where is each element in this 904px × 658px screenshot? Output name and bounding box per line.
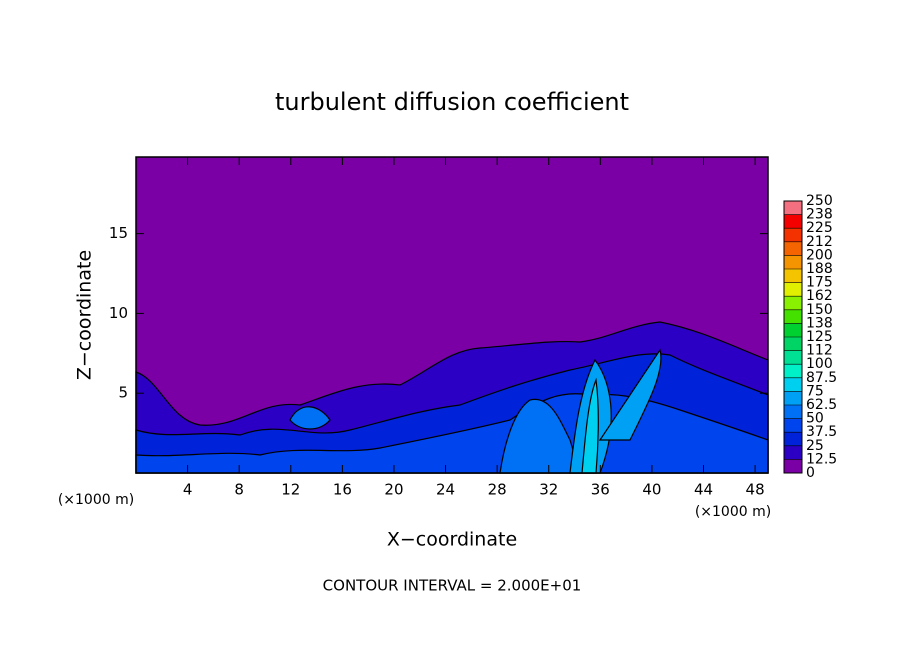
colorbar-swatch	[784, 364, 802, 378]
colorbar-swatch	[784, 432, 802, 446]
y-tick-label: 15	[109, 224, 128, 242]
colorbar-label: 62.5	[806, 397, 837, 413]
colorbar-swatch	[784, 391, 802, 405]
colorbar-label: 25	[806, 438, 824, 454]
x-tick-label: 20	[384, 481, 403, 499]
colorbar-label: 212	[806, 234, 833, 250]
x-tick-label: 12	[281, 481, 300, 499]
x-tick-label: 4	[183, 481, 193, 499]
x-unit-label: (×1000 m)	[58, 492, 134, 508]
colorbar-label: 50	[806, 411, 824, 427]
colorbar-label: 12.5	[806, 451, 837, 467]
field-region	[289, 406, 331, 430]
colorbar-label: 188	[806, 261, 833, 277]
colorbar-swatch	[784, 214, 802, 229]
colorbar-swatch	[784, 418, 802, 433]
x-tick-label: 16	[333, 481, 352, 499]
colorbar-label: 150	[806, 302, 833, 318]
x-unit-label: (×1000 m)	[695, 504, 771, 520]
colorbar-swatch	[784, 337, 802, 351]
footer-note: CONTOUR INTERVAL = 2.000E+01	[323, 577, 582, 595]
colorbar-swatch	[784, 282, 802, 297]
colorbar-swatch	[784, 459, 802, 473]
colorbar-swatch	[784, 350, 802, 365]
x-tick-label: 24	[436, 481, 455, 499]
colorbar-label: 0	[806, 465, 815, 481]
colorbar-swatch	[784, 255, 802, 269]
x-tick-label: 32	[539, 481, 558, 499]
colorbar-swatch	[784, 296, 802, 310]
y-tick-label: 10	[109, 304, 128, 322]
y-axis-label: Z−coordinate	[74, 250, 96, 380]
field-region	[499, 398, 581, 474]
colorbar-label: 175	[806, 275, 833, 291]
field	[135, 157, 769, 474]
colorbar-label: 75	[806, 383, 824, 399]
colorbar-label: 138	[806, 315, 833, 331]
colorbar-swatch	[784, 269, 802, 283]
colorbar-label: 238	[806, 207, 833, 223]
x-tick-label: 8	[234, 481, 244, 499]
colorbar-swatch	[784, 309, 802, 324]
colorbar-label: 225	[806, 220, 833, 236]
colorbar-swatch	[784, 377, 802, 392]
colorbar-label: 125	[806, 329, 833, 345]
colorbar-swatch	[784, 323, 802, 337]
colorbar-label: 112	[806, 343, 833, 359]
colorbar-swatch	[784, 445, 802, 460]
colorbar-swatch	[784, 201, 802, 215]
x-tick-label: 44	[694, 481, 713, 499]
x-tick-label: 40	[642, 481, 661, 499]
x-tick-label: 48	[746, 481, 765, 499]
x-tick-label: 36	[591, 481, 610, 499]
field-region	[581, 377, 599, 474]
x-tick-label: 28	[488, 481, 507, 499]
colorbar-label: 37.5	[806, 424, 837, 440]
x-axis-label: X−coordinate	[387, 529, 517, 551]
colorbar-label: 200	[806, 247, 833, 263]
colorbar-label: 162	[806, 288, 833, 304]
field-region	[598, 348, 662, 441]
colorbar-swatch	[784, 241, 802, 256]
chart-title: turbulent diffusion coefficient	[275, 88, 629, 116]
colorbar-label: 100	[806, 356, 833, 372]
plot-frame	[135, 156, 769, 474]
colorbar-label: 87.5	[806, 370, 837, 386]
colorbar-swatch	[784, 228, 802, 242]
colorbar-swatch	[784, 405, 802, 419]
colorbar-label: 250	[806, 193, 833, 209]
y-tick-label: 5	[118, 384, 128, 402]
